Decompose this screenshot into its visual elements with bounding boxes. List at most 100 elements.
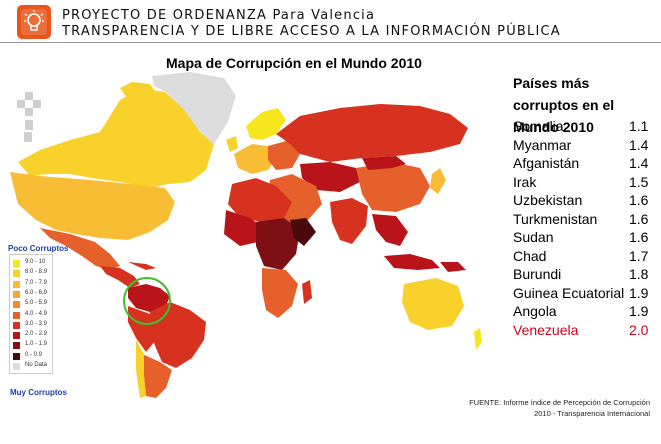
country-name: Sudan bbox=[513, 229, 554, 245]
country-name: Afganistán bbox=[513, 155, 580, 171]
ranking-row: Myanmar 1.4 bbox=[513, 136, 653, 155]
legend-item: 9.0 - 10 bbox=[13, 259, 53, 269]
country-score: 1.5 bbox=[629, 173, 649, 190]
region-eastern-europe bbox=[268, 140, 300, 170]
region-chile bbox=[136, 340, 146, 398]
country-score: 1.6 bbox=[629, 229, 649, 245]
ranking-title: Países más corruptos en el Mundo 2010 bbox=[513, 75, 615, 135]
map-pan-control[interactable] bbox=[14, 92, 44, 132]
ranking-row: Guinea Ecuatorial 1.9 bbox=[513, 284, 653, 303]
region-central-america bbox=[100, 266, 140, 288]
region-horn-africa bbox=[290, 218, 316, 246]
legend-item-label: 5.0 - 5.9 bbox=[25, 300, 48, 307]
map-title: Mapa de Corrupción en el Mundo 2010 bbox=[166, 55, 422, 71]
country-name: Chad bbox=[513, 247, 547, 264]
ranking-row: Burundi 1.8 bbox=[513, 265, 653, 284]
legend-item: 3.0 - 3.9 bbox=[13, 321, 53, 331]
region-papua bbox=[440, 262, 466, 272]
legend-item-label: 8.0 - 8.9 bbox=[25, 269, 48, 276]
legend-item: 0 - 0.9 bbox=[13, 352, 53, 362]
legend-swatch bbox=[13, 342, 20, 350]
legend-swatch bbox=[13, 290, 20, 298]
map-zoom-slider[interactable] bbox=[24, 132, 32, 142]
ranking-row: Chad 1.7 bbox=[513, 247, 653, 266]
ranking-row: Irak 1.5 bbox=[513, 173, 653, 192]
country-name: Burundi bbox=[513, 266, 562, 282]
region-southern-africa bbox=[262, 268, 298, 318]
legend-item: 5.0 - 5.9 bbox=[13, 300, 53, 310]
country-score: 1.6 bbox=[629, 192, 649, 208]
legend-item-label: 3.0 - 3.9 bbox=[25, 320, 48, 327]
legend-item: 2.0 - 2.9 bbox=[13, 331, 53, 341]
legend-item-label: 7.0 - 7.9 bbox=[25, 279, 48, 286]
region-greenland bbox=[152, 72, 236, 144]
region-indonesia bbox=[384, 254, 440, 270]
region-west-africa bbox=[224, 210, 264, 246]
header-title-line2: TRANSPARENCIA Y DE LIBRE ACCESO A LA INF… bbox=[62, 24, 561, 39]
source-line-2: 2010 - Transparencia Internacional bbox=[534, 409, 650, 418]
country-score: 1.1 bbox=[629, 118, 649, 134]
legend-top-label: Poco Corruptos bbox=[8, 244, 69, 253]
legend-item-label: 1.0 - 1.9 bbox=[25, 341, 48, 348]
legend-item-label: 9.0 - 10 bbox=[25, 259, 46, 265]
source-note: FUENTE: Informe índice de Percepción de … bbox=[440, 397, 650, 419]
country-name: Turkmenistan bbox=[513, 210, 598, 227]
country-name: Angola bbox=[513, 303, 557, 319]
region-australia bbox=[402, 278, 464, 330]
region-argentina bbox=[142, 354, 172, 398]
country-name: Myanmar bbox=[513, 136, 572, 153]
region-alaska-canada bbox=[18, 88, 214, 188]
country-score: 1.4 bbox=[629, 155, 649, 171]
legend-swatch bbox=[13, 260, 20, 267]
region-india bbox=[330, 198, 368, 244]
country-score: 2.0 bbox=[629, 321, 649, 338]
legend-item-label: No Data bbox=[25, 362, 48, 368]
region-japan-korea bbox=[430, 168, 446, 194]
region-north-africa bbox=[228, 178, 292, 222]
country-score: 1.7 bbox=[629, 247, 649, 264]
region-usa bbox=[10, 172, 175, 240]
region-brazil bbox=[150, 302, 206, 368]
legend-item-label: 0 - 0.9 bbox=[25, 351, 43, 358]
legend-item: 7.0 - 7.9 bbox=[13, 280, 53, 290]
ranking-row: Uzbekistan 1.6 bbox=[513, 191, 653, 210]
region-central-asia bbox=[300, 162, 360, 192]
country-score: 1.8 bbox=[629, 266, 649, 282]
region-canada-east bbox=[120, 82, 158, 104]
header-divider bbox=[0, 42, 661, 43]
venezuela-highlight-circle bbox=[123, 277, 171, 325]
legend-swatch bbox=[13, 352, 20, 360]
legend-swatch bbox=[13, 280, 20, 288]
legend-item-label: 6.0 - 6.9 bbox=[25, 289, 48, 296]
legend-bottom-label: Muy Corruptos bbox=[10, 388, 67, 397]
country-name: Uzbekistan bbox=[513, 192, 583, 208]
region-china bbox=[356, 162, 430, 212]
legend-item: 1.0 - 1.9 bbox=[13, 341, 53, 351]
country-score: 1.6 bbox=[629, 210, 649, 227]
ranking-row: Angola 1.9 bbox=[513, 302, 653, 321]
country-name: Venezuela bbox=[513, 321, 579, 338]
ranking-list: Somalia 1.1 Myanmar 1.4 Afganistán 1.4 Irak 1.5… bbox=[513, 117, 653, 339]
legend-item: No Data bbox=[13, 362, 53, 372]
source-line-1: FUENTE: Informe índice de Percepción de … bbox=[469, 398, 650, 407]
region-western-europe bbox=[234, 144, 276, 174]
ranking-row: Afganistán 1.4 bbox=[513, 154, 653, 173]
region-scandinavia bbox=[246, 108, 286, 140]
legend-swatch bbox=[13, 332, 20, 340]
ranking-row: Somalia 1.1 bbox=[513, 117, 653, 136]
header-title-line1: PROYECTO DE ORDENANZA Para Valencia bbox=[62, 8, 376, 23]
legend-item: 8.0 - 8.9 bbox=[13, 269, 53, 279]
world-map[interactable] bbox=[0, 70, 490, 400]
page-header: PROYECTO DE ORDENANZA Para Valencia TRAN… bbox=[0, 0, 661, 44]
ranking-row: Sudan 1.6 bbox=[513, 228, 653, 247]
region-mongolia bbox=[362, 156, 406, 170]
ranking-row: Turkmenistan 1.6 bbox=[513, 210, 653, 229]
country-name: Guinea Ecuatorial bbox=[513, 284, 625, 301]
country-score: 1.4 bbox=[629, 136, 649, 153]
legend-swatch bbox=[13, 363, 20, 370]
legend-item-label: 4.0 - 4.9 bbox=[25, 310, 48, 317]
legend-item-label: 2.0 - 2.9 bbox=[25, 331, 48, 338]
legend-item: 4.0 - 4.9 bbox=[13, 311, 53, 321]
region-mexico bbox=[40, 228, 120, 270]
legend-swatch bbox=[13, 311, 20, 319]
